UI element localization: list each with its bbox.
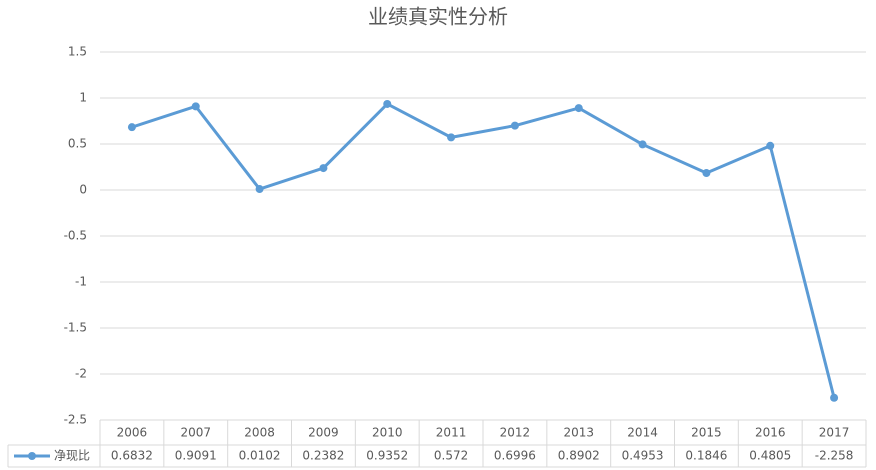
- series-line: [131, 102, 836, 399]
- x-tick-label: 2013: [563, 426, 594, 440]
- x-tick-label: 2008: [244, 426, 275, 440]
- y-tick-label: 1.5: [68, 45, 87, 59]
- y-tick-label: -0.5: [64, 229, 87, 243]
- data-table-value: 0.1846: [685, 449, 727, 463]
- x-tick-label: 2006: [117, 426, 148, 440]
- x-tick-label: 2007: [180, 426, 211, 440]
- point: [766, 141, 775, 150]
- x-tick-label: 2016: [755, 426, 786, 440]
- point: [638, 140, 647, 149]
- point: [383, 99, 392, 108]
- x-tick-label: 2014: [627, 426, 658, 440]
- point: [191, 102, 200, 111]
- x-tick-label: 2010: [372, 426, 403, 440]
- x-tick-label: 2017: [819, 426, 850, 440]
- point: [447, 133, 456, 142]
- legend-label: 净现比: [54, 449, 90, 463]
- x-tick-label: 2012: [500, 426, 531, 440]
- data-table-value: 0.6832: [111, 449, 153, 463]
- y-tick-label: -1.5: [64, 321, 87, 335]
- y-tick-label: -2: [75, 367, 87, 381]
- data-table-value: 0.9352: [366, 449, 408, 463]
- chart-title: 业绩真实性分析: [368, 5, 508, 29]
- legend-marker: [28, 452, 36, 460]
- y-tick-label: 0: [79, 183, 87, 197]
- data-table-value: 0.9091: [175, 449, 217, 463]
- y-tick-label: 0.5: [68, 137, 87, 151]
- point: [702, 169, 711, 178]
- point: [255, 185, 264, 194]
- x-tick-label: 2009: [308, 426, 339, 440]
- point: [127, 123, 136, 132]
- data-table-value: 0.2382: [302, 449, 344, 463]
- data-table-value: 0.0102: [239, 449, 281, 463]
- point: [830, 393, 839, 402]
- data-table-value: 0.572: [434, 449, 468, 463]
- data-table-value: 0.4805: [749, 449, 791, 463]
- data-table-value: 0.4953: [622, 449, 664, 463]
- point: [574, 104, 583, 113]
- y-tick-label: -1: [75, 275, 87, 289]
- data-table-value: 0.8902: [558, 449, 600, 463]
- data-table-value: 0.6996: [494, 449, 536, 463]
- point: [510, 121, 519, 130]
- data-table-value: -2.258: [815, 449, 854, 463]
- y-tick-label: 1: [79, 91, 87, 105]
- x-tick-label: 2015: [691, 426, 722, 440]
- x-tick-label: 2011: [436, 426, 467, 440]
- y-tick-label: -2.5: [64, 413, 87, 427]
- point: [319, 164, 328, 173]
